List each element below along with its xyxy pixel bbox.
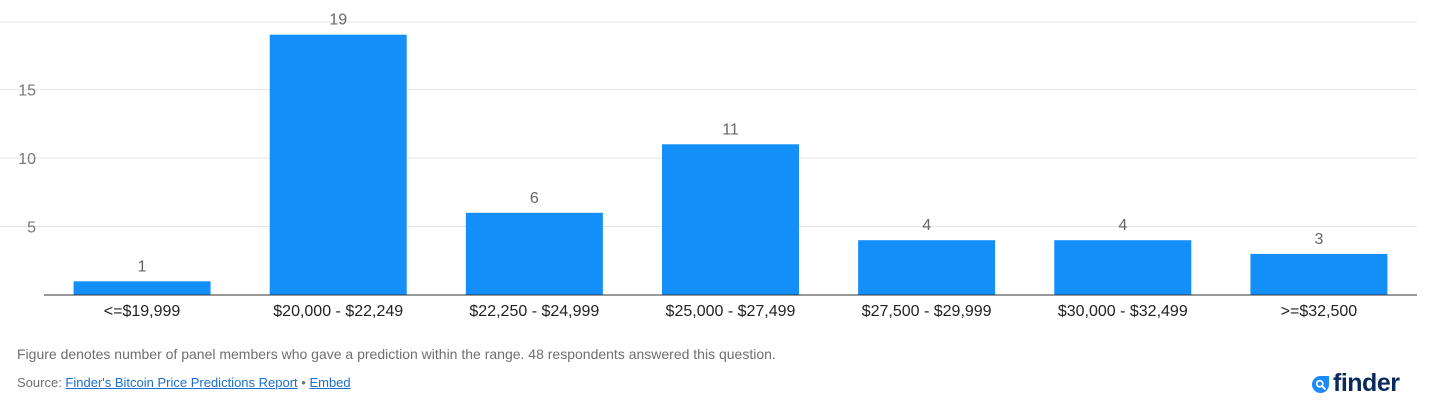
x-tick-label: >=$32,500 xyxy=(1281,303,1358,320)
finder-magnifier-icon xyxy=(1311,375,1330,393)
data-labels: 1 19 6 11 4 4 3 xyxy=(138,12,1324,276)
embed-link[interactable]: Embed xyxy=(309,375,351,390)
logo-wordmark: finder xyxy=(1333,369,1400,397)
bar-value-label: 11 xyxy=(722,121,739,138)
x-tick-label: <=$19,999 xyxy=(104,303,181,320)
source-line: Source: Finder's Bitcoin Price Predictio… xyxy=(17,375,351,390)
x-tick-label: $25,000 - $27,499 xyxy=(666,303,796,320)
bar-value-label: 19 xyxy=(329,12,347,29)
y-tick-label: 10 xyxy=(18,151,36,168)
footnote: Figure denotes number of panel members w… xyxy=(17,346,776,362)
y-tick-label: 15 xyxy=(18,83,36,100)
bar xyxy=(662,144,799,295)
x-axis-ticks: <=$19,999 $20,000 - $22,249 $22,250 - $24,… xyxy=(104,303,1357,320)
x-tick-label: $22,250 - $24,999 xyxy=(469,303,599,320)
x-tick-label: $30,000 - $32,499 xyxy=(1058,303,1188,320)
bar xyxy=(465,212,603,295)
bar xyxy=(1250,253,1388,295)
bar-value-label: 6 xyxy=(530,190,539,207)
bar-value-label: 1 xyxy=(138,258,147,275)
source-separator: • xyxy=(297,375,310,390)
x-tick-label: $20,000 - $22,249 xyxy=(273,303,403,320)
finder-logo[interactable]: finder xyxy=(1311,369,1400,397)
bar-chart: 5 10 15 1 19 6 11 4 4 3 <=$19,999 $20,000 - $22,2… xyxy=(0,12,1417,320)
source-report-link[interactable]: Finder's Bitcoin Price Predictions Repor… xyxy=(65,375,298,390)
bar xyxy=(858,240,996,295)
bar xyxy=(73,281,211,295)
y-axis-ticks: 5 10 15 xyxy=(18,83,36,237)
bar xyxy=(1054,240,1192,295)
y-tick-label: 5 xyxy=(27,220,36,237)
bar xyxy=(269,34,407,295)
bars xyxy=(73,34,1388,295)
x-tick-label: $27,500 - $29,999 xyxy=(862,303,992,320)
bar-value-label: 4 xyxy=(1118,217,1127,234)
source-prefix: Source: xyxy=(17,375,66,390)
bar-value-label: 4 xyxy=(922,217,931,234)
bar-value-label: 3 xyxy=(1314,231,1323,248)
